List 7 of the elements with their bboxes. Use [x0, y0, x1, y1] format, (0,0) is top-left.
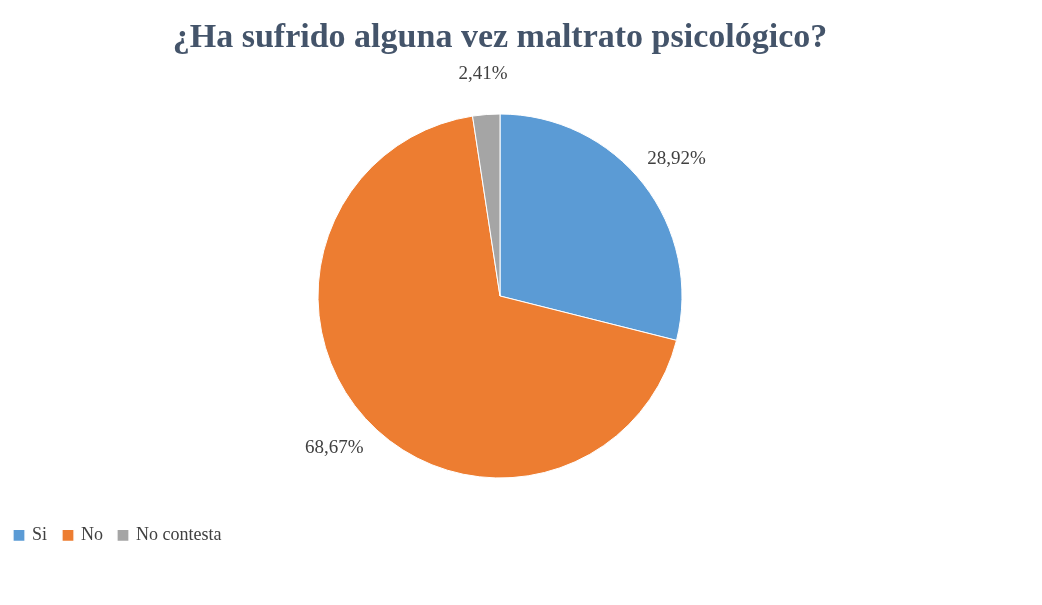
data-label: 28,92%	[647, 147, 707, 169]
legend-label: Si	[32, 524, 48, 545]
data-label: 68,67%	[304, 435, 364, 457]
legend-label: No contesta	[136, 524, 222, 545]
legend-label: No	[81, 524, 103, 545]
chart-title: ¿Ha sufrido alguna vez maltrato psicológico?	[172, 16, 828, 54]
data-label: 2,41%	[458, 61, 508, 83]
